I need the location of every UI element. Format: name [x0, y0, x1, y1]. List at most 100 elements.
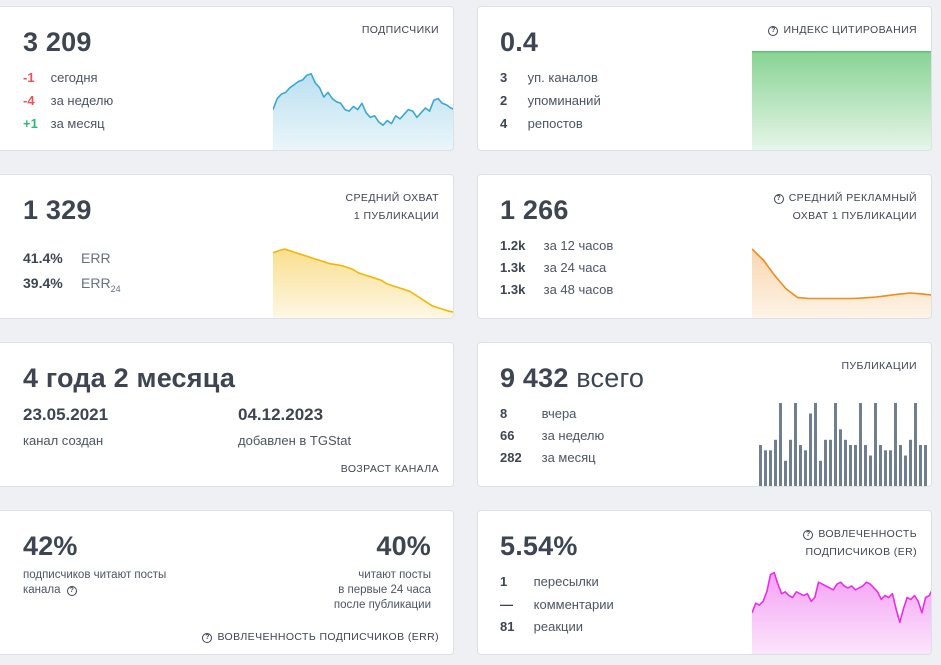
er-value: 5.54%: [500, 531, 578, 561]
read-24h-percent: 40%: [376, 531, 431, 561]
bar: [779, 403, 782, 486]
er-label-line2: ПОДПИСЧИКОВ (ER): [805, 546, 917, 558]
posts-month: 282 за месяц: [500, 450, 596, 465]
read-24h-caption: читают посты в первые 24 часа после публ…: [334, 568, 431, 613]
created-label: канал создан: [23, 433, 104, 448]
stat-label: уп. каналов: [527, 70, 598, 85]
caption-line1: подписчиков читают посты: [23, 569, 167, 581]
ad-reach-label-line1: СРЕДНИЙ РЕКЛАМНЫЙ: [788, 192, 917, 204]
stat-num: 1: [500, 574, 508, 589]
stat-label: за 12 часов: [543, 238, 614, 253]
err-label: ERR: [81, 250, 111, 266]
reach-card[interactable]: 1 329 СРЕДНИЙ ОХВАТ 1 ПУБЛИКАЦИИ 41.4% ER…: [0, 174, 454, 319]
ad-reach-card[interactable]: 1 266 ? СРЕДНИЙ РЕКЛАМНЫЙ ОХВАТ 1 ПУБЛИКА…: [477, 174, 932, 319]
reach-label-line1: СРЕДНИЙ ОХВАТ: [345, 192, 439, 204]
stat-label: репостов: [527, 116, 583, 131]
bar: [764, 450, 767, 486]
stat-label: вчера: [541, 406, 577, 421]
bar: [869, 455, 872, 486]
stat-num: 1.3k: [500, 282, 526, 297]
area-fill: [752, 51, 931, 150]
citation-channels: 3 уп. каналов: [500, 70, 598, 85]
area-fill: [752, 572, 931, 654]
citation-mentions: 2 упоминаний: [500, 93, 601, 108]
bar: [904, 455, 907, 486]
stat-label: за месяц: [541, 450, 596, 465]
err24-subscript: 24: [110, 283, 121, 294]
bar: [889, 450, 892, 486]
delta-label: сегодня: [50, 70, 98, 85]
channel-age-card[interactable]: 4 года 2 месяца 23.05.2021 канал создан …: [0, 342, 454, 487]
help-icon[interactable]: ?: [768, 26, 779, 36]
er-label: ? ВОВЛЕЧЕННОСТЬ ПОДПИСЧИКОВ (ER): [803, 525, 917, 561]
bar: [814, 403, 817, 486]
er-label-line1: ВОВЛЕЧЕННОСТЬ: [818, 528, 917, 540]
bar: [854, 445, 857, 486]
bar: [844, 439, 847, 486]
ad-reach-sparkline: [752, 248, 931, 318]
citation-card[interactable]: 0.4 ? ИНДЕКС ЦИТИРОВАНИЯ 3 уп. каналов 2 …: [477, 6, 932, 151]
help-icon[interactable]: ?: [773, 194, 784, 204]
ad-reach-48h: 1.3k за 48 часов: [500, 282, 613, 297]
series-line: [752, 248, 931, 300]
bar: [909, 439, 912, 486]
err-engagement-footer: ? ВОВЛЕЧЕННОСТЬ ПОДПИСЧИКОВ (ERR): [202, 628, 439, 646]
bar: [789, 439, 792, 486]
stat-num: 81: [500, 619, 515, 634]
bar: [824, 439, 827, 486]
subscribers-label: ПОДПИСЧИКИ: [361, 24, 439, 36]
bar: [899, 445, 902, 486]
err-footer-text: ВОВЛЕЧЕННОСТЬ ПОДПИСЧИКОВ (ERR): [217, 631, 439, 643]
area-fill: [273, 249, 453, 318]
stat-label: пересылки: [533, 574, 599, 589]
er-engagement-card[interactable]: 5.54% ? ВОВЛЕЧЕННОСТЬ ПОДПИСЧИКОВ (ER) 1 …: [477, 510, 932, 655]
subscribers-card[interactable]: 3 209 ПОДПИСЧИКИ -1 сегодня -4 за неделю…: [0, 6, 454, 151]
bar: [894, 403, 897, 486]
help-icon[interactable]: ?: [803, 530, 814, 540]
bar: [759, 445, 762, 486]
stat-label: реакции: [533, 619, 583, 634]
stat-num: 8: [500, 406, 508, 421]
delta-label: за неделю: [50, 93, 114, 108]
bar: [874, 403, 877, 486]
err24-row: 39.4% ERR24: [23, 275, 121, 294]
citation-label-text: ИНДЕКС ЦИТИРОВАНИЯ: [783, 24, 917, 36]
err24-value: 39.4%: [23, 275, 63, 291]
bar: [859, 403, 862, 486]
publications-card[interactable]: 9 432 всего ПУБЛИКАЦИИ 8 вчера 66 за нед…: [477, 342, 932, 487]
bar: [849, 445, 852, 486]
ad-reach-value: 1 266: [500, 195, 569, 225]
bar: [834, 403, 837, 486]
bar: [919, 445, 922, 486]
reach-sparkline: [273, 248, 453, 318]
publications-label: ПУБЛИКАЦИИ: [841, 360, 917, 372]
publications-bar-chart: [759, 403, 927, 486]
stat-num: 2: [500, 93, 508, 108]
posts-week: 66 за неделю: [500, 428, 604, 443]
bar: [799, 445, 802, 486]
ad-reach-label: ? СРЕДНИЙ РЕКЛАМНЫЙ ОХВАТ 1 ПУБЛИКАЦИИ: [773, 189, 917, 225]
stat-label: упоминаний: [527, 93, 601, 108]
series-line: [273, 72, 453, 126]
bar: [829, 439, 832, 486]
help-icon[interactable]: ?: [202, 633, 213, 643]
bar: [784, 460, 787, 486]
series-line: [752, 571, 931, 624]
caption-line2: канала: [23, 584, 61, 596]
subscribers-sparkline: [273, 72, 453, 150]
bar: [879, 445, 882, 486]
stat-num: 66: [500, 428, 515, 443]
citation-label: ? ИНДЕКС ЦИТИРОВАНИЯ: [768, 21, 917, 39]
err-engagement-card[interactable]: 42% подписчиков читают посты канала ? 40…: [0, 510, 454, 655]
publications-total-value: 9 432: [500, 363, 569, 393]
average-reach-value: 1 329: [23, 195, 92, 225]
bar: [769, 450, 772, 486]
series-line: [273, 248, 453, 313]
channel-age-footer: ВОЗРАСТ КАНАЛА: [340, 463, 439, 475]
stat-num: —: [500, 597, 513, 612]
citation-sparkline: [752, 51, 931, 150]
help-icon[interactable]: ?: [66, 586, 77, 596]
delta-label: за месяц: [50, 116, 105, 131]
er-reactions: 81 реакции: [500, 619, 583, 634]
bar: [884, 450, 887, 486]
